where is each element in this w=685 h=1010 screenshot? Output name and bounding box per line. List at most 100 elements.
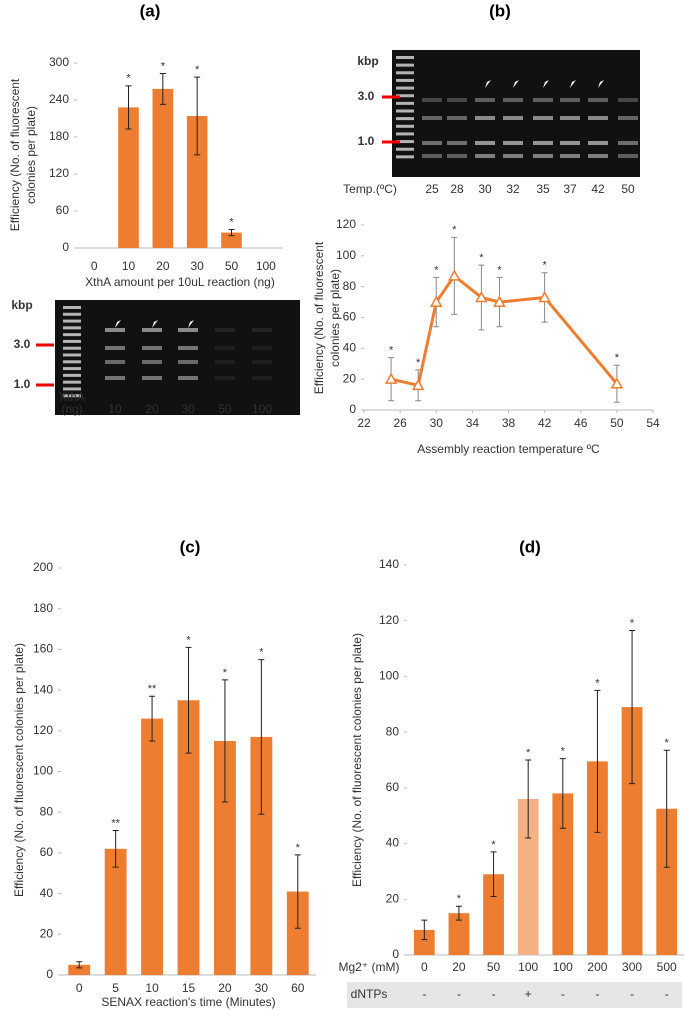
gel-band <box>178 360 198 364</box>
error-bar <box>663 749 670 868</box>
lane-label: 20 <box>145 402 159 416</box>
gel-band <box>105 376 125 380</box>
x-tick-label: 60 <box>291 981 305 995</box>
significance: ** <box>111 817 120 829</box>
lane-label: 37 <box>563 182 577 196</box>
band-arrow <box>598 80 604 88</box>
significance: * <box>229 216 234 228</box>
ladder-band <box>63 387 81 391</box>
y-tick-label: 300 <box>49 55 69 69</box>
y-tick-label: 80 <box>40 804 54 818</box>
gel-band <box>142 328 162 332</box>
y-axis-label: Efficiency (No. of fluorescent <box>312 241 326 394</box>
gel-band <box>560 141 580 145</box>
error-bar <box>629 629 636 785</box>
error-bar <box>228 229 235 237</box>
bar <box>286 891 309 975</box>
error-bar <box>525 759 532 839</box>
marker <box>538 290 551 303</box>
size-marker: 1.0 <box>358 134 375 148</box>
gel-band <box>588 98 608 102</box>
ladder-band <box>63 346 81 350</box>
gel-band <box>588 154 608 158</box>
lane-label: 30 <box>478 182 492 196</box>
gel-band <box>618 141 638 145</box>
lane-label: 50 <box>621 182 635 196</box>
x-tick-label: 30 <box>255 981 269 995</box>
significance: * <box>126 73 131 85</box>
gel-band <box>142 346 162 350</box>
bar <box>104 848 127 975</box>
significance: * <box>259 646 264 658</box>
y-tick-label: 0 <box>46 967 53 981</box>
gel-band <box>503 116 523 120</box>
ladder-band <box>63 319 81 323</box>
ladder-band <box>63 373 81 377</box>
error-bar <box>421 919 428 941</box>
gel-band <box>618 116 638 120</box>
x-tick-label: 20 <box>156 259 170 273</box>
y-tick-label: 60 <box>40 845 54 859</box>
y-tick-label: 60 <box>56 203 70 217</box>
bar <box>214 740 236 975</box>
ladder-band <box>396 117 414 121</box>
gel-band <box>252 360 272 364</box>
ladder-band <box>396 63 414 67</box>
size-marker: 3.0 <box>358 89 375 103</box>
gel-band <box>475 141 495 145</box>
size-marker: 3.0 <box>14 337 31 351</box>
bar <box>552 793 574 955</box>
dntps-cell: - <box>492 987 496 1001</box>
significance: * <box>542 260 547 272</box>
gel-band <box>618 98 638 102</box>
significance: * <box>186 634 191 646</box>
gel-band <box>252 376 272 380</box>
bar <box>186 116 208 249</box>
gel-band <box>560 116 580 120</box>
significance: * <box>615 352 620 364</box>
y-tick-label: 140 <box>379 557 399 571</box>
x-tick-label: 0 <box>76 981 83 995</box>
gel-band <box>503 154 523 158</box>
significance: * <box>479 252 484 264</box>
ladder-band <box>396 94 414 98</box>
error-bar <box>194 76 201 156</box>
lane-title: Temp.(ºC) <box>343 182 397 196</box>
gel-band <box>503 141 523 145</box>
bar <box>621 707 643 955</box>
significance: * <box>595 677 600 689</box>
significance: * <box>561 746 566 758</box>
dntps-cell: - <box>665 987 669 1001</box>
band-arrow <box>513 80 519 88</box>
gel-band <box>422 154 442 158</box>
bar <box>448 913 470 955</box>
x-tick-label: 0 <box>421 960 428 974</box>
gel-band <box>588 141 608 145</box>
y-tick-label: 0 <box>392 947 399 961</box>
lane-label: 32 <box>506 182 520 196</box>
x-tick-label: 42 <box>538 416 552 430</box>
bar <box>483 874 504 955</box>
y-tick-label: 160 <box>33 642 53 656</box>
ladder-band <box>63 312 81 316</box>
marker <box>384 372 398 384</box>
ladder-band <box>63 306 81 309</box>
y-tick-label: 180 <box>49 129 69 143</box>
gel-band <box>178 328 198 332</box>
error-bar <box>76 961 83 969</box>
x-tick-label: 500 <box>657 960 677 974</box>
band-arrow <box>485 80 491 88</box>
significance: * <box>195 64 200 76</box>
gel-band <box>588 116 608 120</box>
gel-band <box>447 98 467 102</box>
gel-band <box>142 360 162 364</box>
ladder-band <box>63 394 81 398</box>
x-tick-label: 20 <box>452 960 466 974</box>
ladder-band <box>63 360 81 364</box>
y-tick-label: 140 <box>33 682 53 696</box>
y-tick-label: 100 <box>33 764 53 778</box>
y-tick-label: 80 <box>386 724 400 738</box>
gel-band <box>422 98 442 102</box>
band-arrow <box>543 80 549 88</box>
dntps-label: dNTPs <box>351 987 388 1001</box>
